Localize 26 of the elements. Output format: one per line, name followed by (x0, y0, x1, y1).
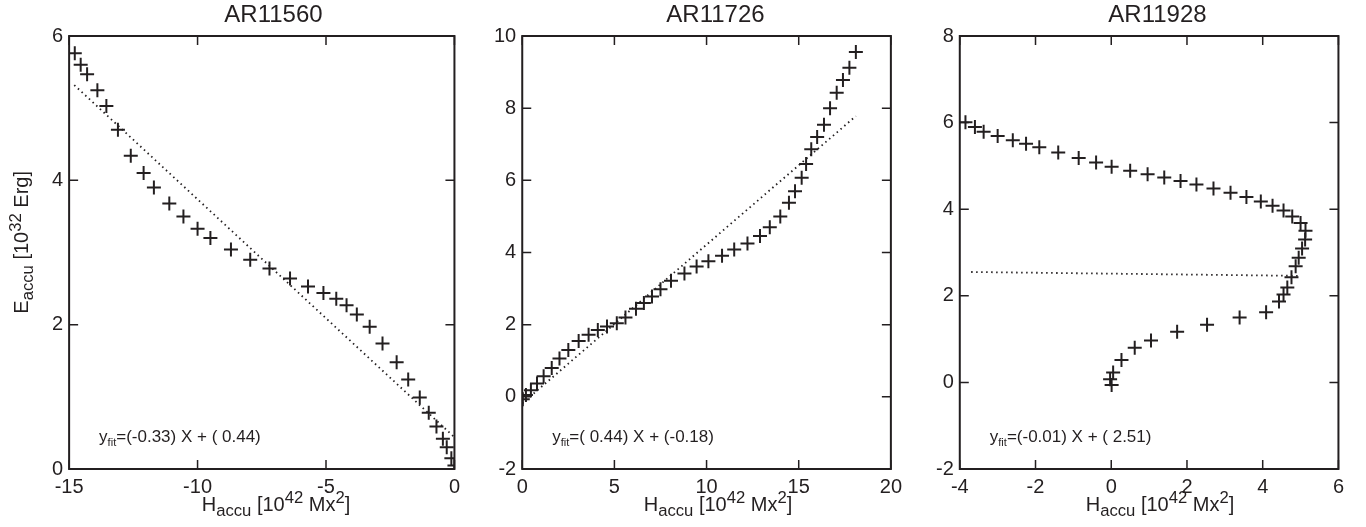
x-tick-label: 15 (787, 474, 810, 497)
x-tick-label: 6 (1332, 474, 1344, 497)
y-tick-label: -2 (498, 456, 517, 479)
y-tick-label: 2 (505, 312, 517, 335)
x-tick-label: 20 (879, 474, 902, 497)
x-tick-label: -5 (317, 474, 335, 497)
x-tick-label: -2 (1026, 474, 1045, 497)
x-tick-label: 5 (608, 474, 620, 497)
y-tick-label: 6 (942, 110, 954, 133)
y-tick-label: 8 (505, 95, 517, 118)
chart-title: AR11560 (224, 0, 323, 27)
y-tick-label: 0 (505, 384, 517, 407)
y-tick-label: 2 (52, 312, 64, 335)
y-tick-label: 6 (505, 167, 517, 190)
y-tick-label: 4 (52, 167, 64, 190)
chart-title: AR11928 (1108, 0, 1207, 27)
y-tick-label: 2 (942, 283, 954, 306)
x-tick-label: 0 (448, 474, 460, 497)
y-tick-label: 4 (505, 240, 517, 263)
y-tick-label: 4 (942, 196, 954, 219)
y-tick-label: 10 (494, 23, 517, 46)
chart-title: AR11726 (666, 0, 765, 27)
x-tick-label: 4 (1257, 474, 1269, 497)
y-tick-label: 6 (52, 23, 64, 46)
y-tick-label: 8 (942, 23, 954, 46)
y-tick-label: 0 (942, 369, 954, 392)
